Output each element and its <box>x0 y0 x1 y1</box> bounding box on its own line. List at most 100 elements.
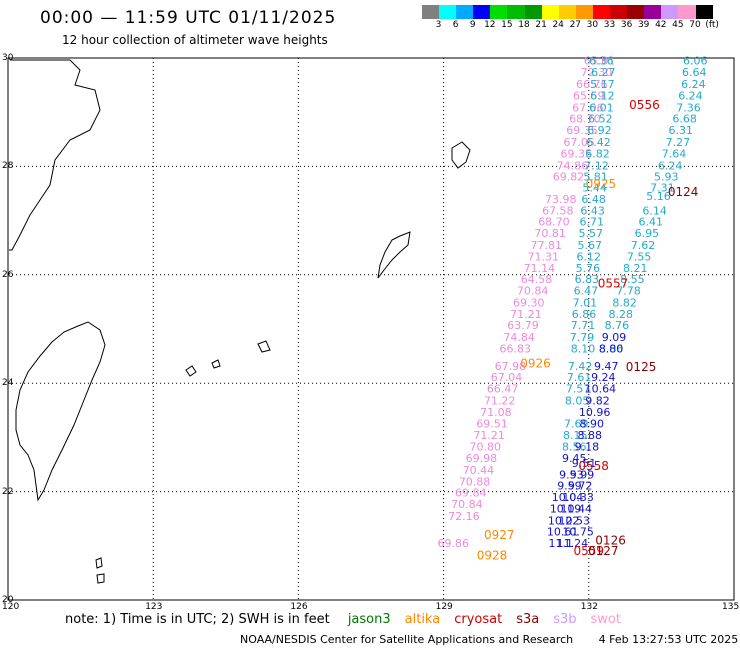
wave-height-value: 7.36 <box>676 101 701 114</box>
scale-label: (ft) <box>705 20 719 30</box>
wave-height-value: 69.35 <box>560 147 592 160</box>
island-small <box>211 359 221 369</box>
wave-height-value: 73.98 <box>545 193 577 206</box>
wave-height-value: 6.83 <box>575 273 600 286</box>
wave-height-value: 5.57 <box>578 227 603 240</box>
wave-height-value: 7.12 <box>584 159 609 172</box>
pass-time-label: 0125 <box>626 360 657 374</box>
wave-height-value: 7.31 <box>650 182 675 195</box>
longitude-label: 129 <box>435 602 453 612</box>
latitude-label: 22 <box>2 486 14 497</box>
scale-label: 18 <box>518 20 530 30</box>
island-small <box>185 365 197 377</box>
longitude-label: 135 <box>722 602 740 612</box>
wave-height-value: 74.86 <box>557 159 589 172</box>
wave-height-tracks: 65.8172.3066.7665.5967.0668.7069.3567.05… <box>438 55 708 550</box>
scale-label: 24 <box>552 20 564 30</box>
wave-height-value: 8.15 <box>563 429 588 442</box>
wave-height-value: 7.69 <box>564 417 589 430</box>
wave-height-value: 70.80 <box>469 441 501 454</box>
wave-height-value: 7.01 <box>573 296 598 309</box>
wave-height-value: 71.21 <box>473 429 505 442</box>
wave-height-value: 69.98 <box>466 452 498 465</box>
wave-height-value: 68.70 <box>569 113 601 126</box>
wave-height-value: 71.21 <box>510 308 542 321</box>
wave-height-value: 66.83 <box>499 343 531 356</box>
scale-swatch <box>558 5 576 19</box>
pass-time-label: 0124 <box>668 185 699 199</box>
wave-height-value: 6.95 <box>635 227 660 240</box>
color-scale-labels: 3 6 9 12 15 18 21 24 27 30 33 36 39 42 45 70 (ft) <box>422 20 740 34</box>
wave-height-value: 8.82 <box>612 296 637 309</box>
wave-height-value: 6.71 <box>579 216 604 229</box>
wave-height-value: 70.81 <box>534 227 566 240</box>
wave-height-value: 9.82 <box>585 395 610 408</box>
wave-height-value: 9.99 <box>570 468 595 481</box>
wave-height-value: 8.88 <box>578 429 603 442</box>
wave-height-value: 7.71 <box>571 319 596 332</box>
pass-time-label: 0926 <box>520 357 551 371</box>
legend-satellite-s3b: s3b <box>553 612 577 627</box>
wave-height-value: 6.68 <box>672 113 697 126</box>
scale-label: 15 <box>501 20 513 30</box>
pass-time-label: 0925 <box>586 177 617 191</box>
wave-height-value: 67.58 <box>542 204 574 217</box>
longitude-label: 132 <box>580 602 598 612</box>
wave-height-value: 7.42 <box>568 360 593 373</box>
island-small <box>96 573 105 584</box>
color-scale-bar <box>422 5 713 19</box>
wave-height-value: 7.57 <box>566 383 591 396</box>
scale-swatch <box>644 5 662 19</box>
scale-label: 21 <box>535 20 547 30</box>
pass-time-label: 0558 <box>578 459 609 473</box>
amami-coastline <box>451 141 471 169</box>
scale-label: 39 <box>637 20 650 30</box>
legend: note: 1) Time is in UTC; 2) SWH is in fe… <box>65 612 635 627</box>
wave-height-value: 5.93 <box>654 171 679 184</box>
wave-height-value: 9.45 <box>562 452 587 465</box>
scale-swatch <box>695 5 713 19</box>
wave-height-value: 6.31 <box>669 124 694 137</box>
wave-height-value: 6.48 <box>581 193 606 206</box>
scale-swatch <box>610 5 628 19</box>
wave-height-value: 8.76 <box>605 319 630 332</box>
wave-height-value: 6.43 <box>580 204 605 217</box>
wave-height-value: 6.82 <box>585 147 610 160</box>
scale-label: 33 <box>603 20 616 30</box>
legend-satellite-s3a: s3a <box>516 612 540 627</box>
cyan-track-b: 6.066.646.246.247.366.686.317.277.646.24… <box>571 55 708 356</box>
wave-height-value: 6.24 <box>678 89 703 102</box>
wave-height-value: 6.14 <box>642 204 667 217</box>
wave-height-value: 8.10 <box>571 343 596 356</box>
wave-height-value: 71.31 <box>528 250 560 263</box>
wave-height-value: 9.72 <box>568 480 593 493</box>
longitude-label: 120 <box>2 602 20 612</box>
blue-track: 9.098.809.479.2410.649.8210.968.908.889.… <box>547 331 626 550</box>
wave-height-value: 10.19 <box>550 502 582 515</box>
wave-height-value: 71.22 <box>484 395 516 408</box>
latitude-label: 28 <box>2 161 14 172</box>
island-small <box>257 340 271 353</box>
scale-swatch <box>541 5 559 19</box>
kyushu-coastline <box>9 59 101 251</box>
wave-height-value: 10.53 <box>559 514 591 527</box>
wave-height-value: 7.55 <box>627 250 652 263</box>
wave-height-value: 5.44 <box>582 182 607 195</box>
longitude-label: 123 <box>145 602 163 612</box>
wave-height-value: 7.61 <box>567 371 592 384</box>
wave-height-value: 6.52 <box>588 113 613 126</box>
scale-swatch <box>575 5 593 19</box>
wave-height-value: 74.84 <box>503 331 535 344</box>
wave-height-value: 67.06 <box>572 101 604 114</box>
wave-height-value: 71.08 <box>480 406 512 419</box>
pass-time-label: 0556 <box>629 98 660 112</box>
wave-height-value: 66.76 <box>576 78 608 91</box>
wave-height-value: 72.30 <box>581 66 613 79</box>
scale-label: 27 <box>569 20 582 30</box>
wave-height-value: 6.64 <box>682 66 707 79</box>
wave-height-value: 8.55 <box>620 273 645 286</box>
wave-height-value: 6.01 <box>589 101 614 114</box>
scale-label: 36 <box>620 20 633 30</box>
wave-height-value: 6.27 <box>591 66 616 79</box>
scale-swatch <box>473 5 491 19</box>
